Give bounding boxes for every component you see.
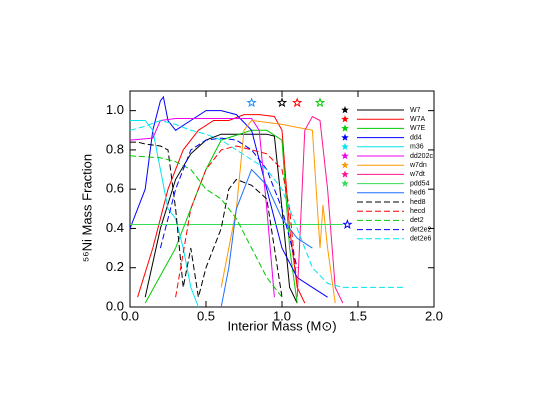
- legend-label: W7A: [410, 116, 426, 123]
- series-line: [130, 120, 199, 308]
- series-line: [129, 118, 275, 298]
- star-marker: [314, 97, 326, 108]
- plot-frame: [129, 90, 435, 308]
- star-marker: [292, 97, 303, 108]
- legend-label: W7E: [410, 125, 426, 132]
- legend-label: w7dn: [409, 162, 427, 169]
- legend-star: [341, 115, 349, 123]
- legend-label: hecd: [410, 208, 425, 215]
- legend-star: [341, 152, 349, 160]
- series-line: [130, 141, 283, 298]
- legend-label: det2: [410, 217, 424, 224]
- legend-star: [341, 106, 349, 114]
- legend-star: [341, 133, 349, 141]
- series-line: [296, 115, 344, 304]
- series-line: [220, 119, 336, 304]
- x-tick-label: 1.0: [273, 308, 291, 323]
- x-tick-label: 1.5: [349, 308, 367, 323]
- legend-label: m36: [410, 144, 424, 151]
- series-line: [129, 95, 328, 298]
- legend-label: dd202c: [410, 153, 433, 160]
- legend-label: w7dt: [409, 171, 425, 178]
- legend-label: dd4: [410, 134, 422, 141]
- legend-label: det2e6: [410, 236, 432, 243]
- x-tick-label: 0.5: [197, 308, 215, 323]
- legend-star: [341, 142, 349, 150]
- legend-star: [341, 161, 349, 169]
- star-marker: [276, 97, 288, 108]
- star-marker: [342, 218, 353, 229]
- y-tick-label: 1.0: [106, 102, 124, 117]
- star-marker: [246, 97, 257, 108]
- y-axis-label: ⁵⁶Ni Mass Fraction: [79, 154, 94, 262]
- series-line: [129, 119, 404, 288]
- series-line: [220, 168, 313, 308]
- x-axis-label: Interior Mass (M⊙): [227, 318, 336, 333]
- y-tick-label: 0.2: [106, 259, 124, 274]
- x-tick-label: 2.0: [425, 308, 443, 323]
- y-tick-label: 0.0: [106, 298, 124, 313]
- legend-label: hed8: [410, 199, 426, 206]
- series-line: [175, 145, 298, 298]
- series-line: [129, 155, 283, 298]
- legend-star: [341, 170, 349, 178]
- y-tick-label: 0.6: [106, 181, 124, 196]
- y-tick-label: 0.8: [106, 141, 124, 156]
- x-tick-label: 0.0: [121, 308, 139, 323]
- legend-label: pdd54: [410, 180, 430, 187]
- legend-label: hed6: [410, 190, 426, 197]
- legend-star: [341, 124, 349, 132]
- series-line: [159, 137, 298, 268]
- legend-label: W7: [410, 107, 421, 114]
- legend-label: det2e2: [410, 226, 432, 233]
- y-tick-label: 0.4: [106, 220, 124, 235]
- legend-star: [341, 179, 349, 187]
- series-line: [137, 114, 306, 304]
